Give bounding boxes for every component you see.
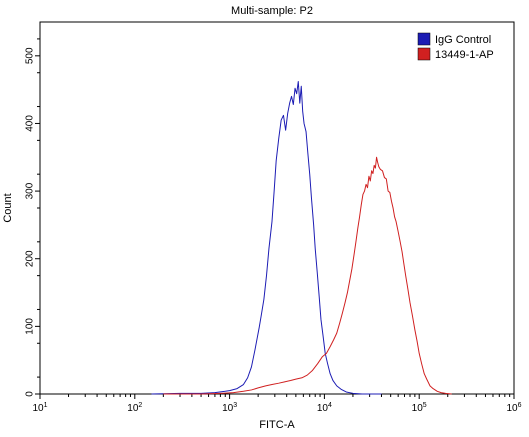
- chart-title: Multi-sample: P2: [231, 5, 313, 17]
- y-axis-label: Count: [2, 193, 14, 222]
- x-tick-base: 10: [32, 403, 44, 414]
- legend-label: IgG Control: [435, 34, 491, 46]
- x-tick-label: 101: [32, 402, 47, 414]
- legend-swatch: [417, 32, 431, 46]
- x-axis: 101 102 103 104 105 106: [32, 394, 522, 414]
- y-tick-label: 400: [25, 115, 36, 132]
- legend: IgG Control 13449-1-AP: [417, 32, 494, 61]
- x-axis-label: FITC-A: [259, 419, 295, 431]
- x-tick-exponent: 2: [138, 402, 142, 409]
- x-tick-base: 10: [222, 403, 234, 414]
- legend-label: 13449-1-AP: [435, 49, 494, 61]
- x-tick-exponent: 6: [518, 402, 522, 409]
- x-tick-exponent: 5: [423, 402, 427, 409]
- x-tick-label: 104: [317, 402, 332, 414]
- x-tick-base: 10: [317, 403, 329, 414]
- series-line-sample: [163, 156, 452, 395]
- x-tick-label: 103: [222, 402, 237, 414]
- y-tick-label: 500: [25, 47, 36, 64]
- y-tick-label: 300: [25, 182, 36, 199]
- legend-swatch: [417, 47, 431, 61]
- series-line-igg-control: [151, 81, 382, 395]
- y-tick-label: 0: [25, 391, 36, 397]
- y-tick-label: 100: [25, 318, 36, 335]
- plot-frame: [39, 21, 515, 395]
- x-tick-exponent: 3: [233, 402, 237, 409]
- x-tick-label: 102: [127, 402, 142, 414]
- y-axis: 0 100 200 300 400 500: [25, 38, 40, 397]
- x-tick-exponent: 4: [328, 402, 332, 409]
- x-tick-base: 10: [412, 403, 424, 414]
- x-tick-base: 10: [127, 403, 139, 414]
- series-layer: [151, 81, 452, 395]
- x-tick-base: 10: [506, 403, 518, 414]
- x-tick-exponent: 1: [44, 402, 48, 409]
- y-tick-label: 200: [25, 250, 36, 267]
- x-tick-label: 105: [412, 402, 427, 414]
- x-tick-label: 106: [506, 402, 521, 414]
